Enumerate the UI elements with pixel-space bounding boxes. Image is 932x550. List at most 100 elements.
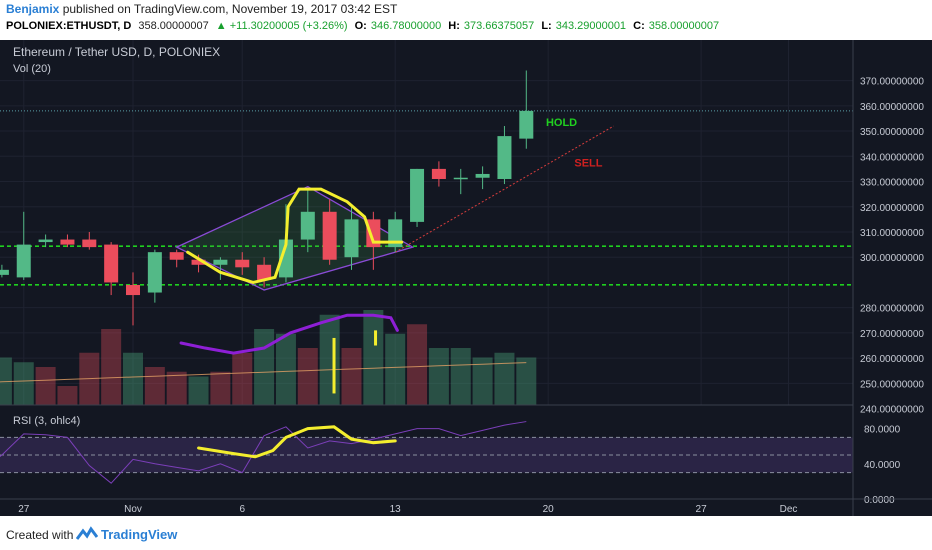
price-chart[interactable]: 304.37390554289.05000037 HOLD SELL Ether…: [0, 40, 932, 516]
low-value: 343.29000001: [555, 20, 627, 32]
volume-bar: [428, 348, 449, 405]
yellow-drawing: [186, 187, 404, 284]
price-tick-label: 320.00000000: [860, 203, 924, 214]
ohlc-line: POLONIEX:ETHUSDT, D 358.00000007 ▲ +11.3…: [6, 20, 723, 32]
price-tick-label: 300.00000000: [860, 253, 924, 264]
price-tick-label: 280.00000000: [860, 304, 924, 315]
candle-body: [519, 110, 534, 139]
high-value: 373.66375057: [463, 20, 535, 32]
candle-body: [410, 168, 425, 222]
volume-bar: [254, 329, 275, 405]
candle-body: [322, 211, 337, 260]
candle-body: [38, 239, 53, 243]
volume-bar: [57, 386, 78, 405]
published-text: published on TradingView.com, November 1…: [62, 2, 398, 16]
candle-body: [16, 244, 31, 278]
price-tick-label: 330.00000000: [860, 178, 924, 189]
candle-body: [366, 219, 381, 248]
rsi-tick-label: 0.0000: [864, 495, 895, 506]
volume-bar: [232, 352, 253, 405]
price-tick-label: 360.00000000: [860, 102, 924, 113]
volume-bar: [407, 324, 428, 405]
price-axis: [853, 40, 932, 516]
candle-body: [235, 259, 250, 268]
volume-bar: [297, 348, 318, 405]
candle-body: [213, 259, 228, 265]
purple-drawing: [179, 313, 399, 355]
rsi-pane: [0, 405, 853, 499]
volume-bar: [123, 352, 143, 405]
close-label: C:: [633, 20, 645, 32]
volume-bar: [341, 348, 362, 405]
rsi-levels: [0, 436, 853, 474]
candle-body: [431, 168, 446, 179]
candle-body: [300, 211, 315, 240]
created-with-text: Created with: [6, 528, 74, 542]
time-tick-label: 13: [390, 504, 402, 515]
volume-bar: [166, 371, 187, 405]
candle-body: [475, 173, 490, 178]
volume-bar: [319, 314, 340, 405]
candle-body: [191, 259, 206, 265]
last-price: 358.00000007: [138, 20, 209, 32]
rsi-line: [0, 421, 527, 484]
volume-marks: [332, 330, 378, 394]
candle-body: [147, 252, 162, 293]
time-tick-label: Dec: [780, 504, 798, 515]
volume-legend: Vol (20): [13, 63, 51, 75]
volume-bar: [516, 357, 537, 405]
tradingview-brand-link[interactable]: TradingView: [101, 527, 178, 542]
price-tick-label: 310.00000000: [860, 228, 924, 239]
rsi-tick-label: 80.0000: [864, 425, 901, 436]
candle-body: [344, 219, 359, 258]
volume-bar: [275, 333, 296, 405]
volume-bar: [210, 371, 231, 405]
open-label: O:: [354, 20, 367, 32]
volume-bar: [144, 367, 165, 405]
publish-line: Benjamix published on TradingView.com, N…: [6, 2, 397, 16]
price-tick-label: 370.00000000: [860, 77, 924, 88]
symbol-label: POLONIEX:ETHUSDT, D: [6, 20, 132, 32]
candle-body: [104, 244, 119, 283]
volume-bar: [494, 352, 515, 405]
author-link[interactable]: Benjamix: [6, 2, 60, 16]
price-tick-label: 250.00000000: [860, 379, 924, 390]
candle-body: [169, 252, 184, 260]
time-tick-label: 27: [18, 504, 30, 515]
volume-bar: [13, 362, 34, 405]
rsi-legend: RSI (3, ohlc4): [13, 415, 80, 427]
time-tick-label: 27: [696, 504, 708, 515]
volume-bars: [0, 310, 537, 405]
time-axis-labels: 27 Nov 6 13 20 27 Dec: [18, 504, 797, 515]
candle-body: [388, 219, 403, 248]
rsi-yellow-drawing: [197, 425, 397, 459]
price-tick-label: 340.00000000: [860, 152, 924, 163]
volume-ma-line: [0, 362, 527, 383]
hold-annotation: HOLD: [546, 117, 577, 129]
volume-bar: [363, 310, 384, 405]
footer: Created with TradingView: [0, 516, 932, 550]
candle-body: [126, 284, 140, 296]
close-value: 358.00000007: [648, 20, 720, 32]
candle-body: [278, 239, 293, 278]
price-tick-label: 260.00000000: [860, 354, 924, 365]
candle-body: [257, 264, 272, 280]
price-change: ▲ +11.30200005 (+3.26%): [215, 20, 348, 32]
time-tick-label: 20: [543, 504, 555, 515]
candle-body: [453, 177, 468, 180]
sell-annotation: SELL: [574, 157, 602, 169]
price-axis-labels: 370.00000000 360.00000000 350.00000000 340.…: [860, 77, 924, 416]
rsi-axis-labels: 80.0000 40.0000 0.0000: [864, 425, 901, 506]
time-tick-label: 6: [239, 504, 245, 515]
price-tick-label: 270.00000000: [860, 329, 924, 340]
chart-header: Benjamix published on TradingView.com, N…: [0, 0, 932, 40]
time-tick-label: Nov: [124, 504, 142, 515]
volume-bar: [385, 333, 406, 405]
volume-bar: [188, 376, 209, 405]
candle-body: [0, 269, 9, 275]
rsi-tick-label: 40.0000: [864, 460, 901, 471]
low-label: L:: [541, 20, 552, 32]
open-value: 346.78000000: [370, 20, 442, 32]
volume-bar: [35, 367, 56, 405]
volume-bar: [472, 357, 493, 405]
